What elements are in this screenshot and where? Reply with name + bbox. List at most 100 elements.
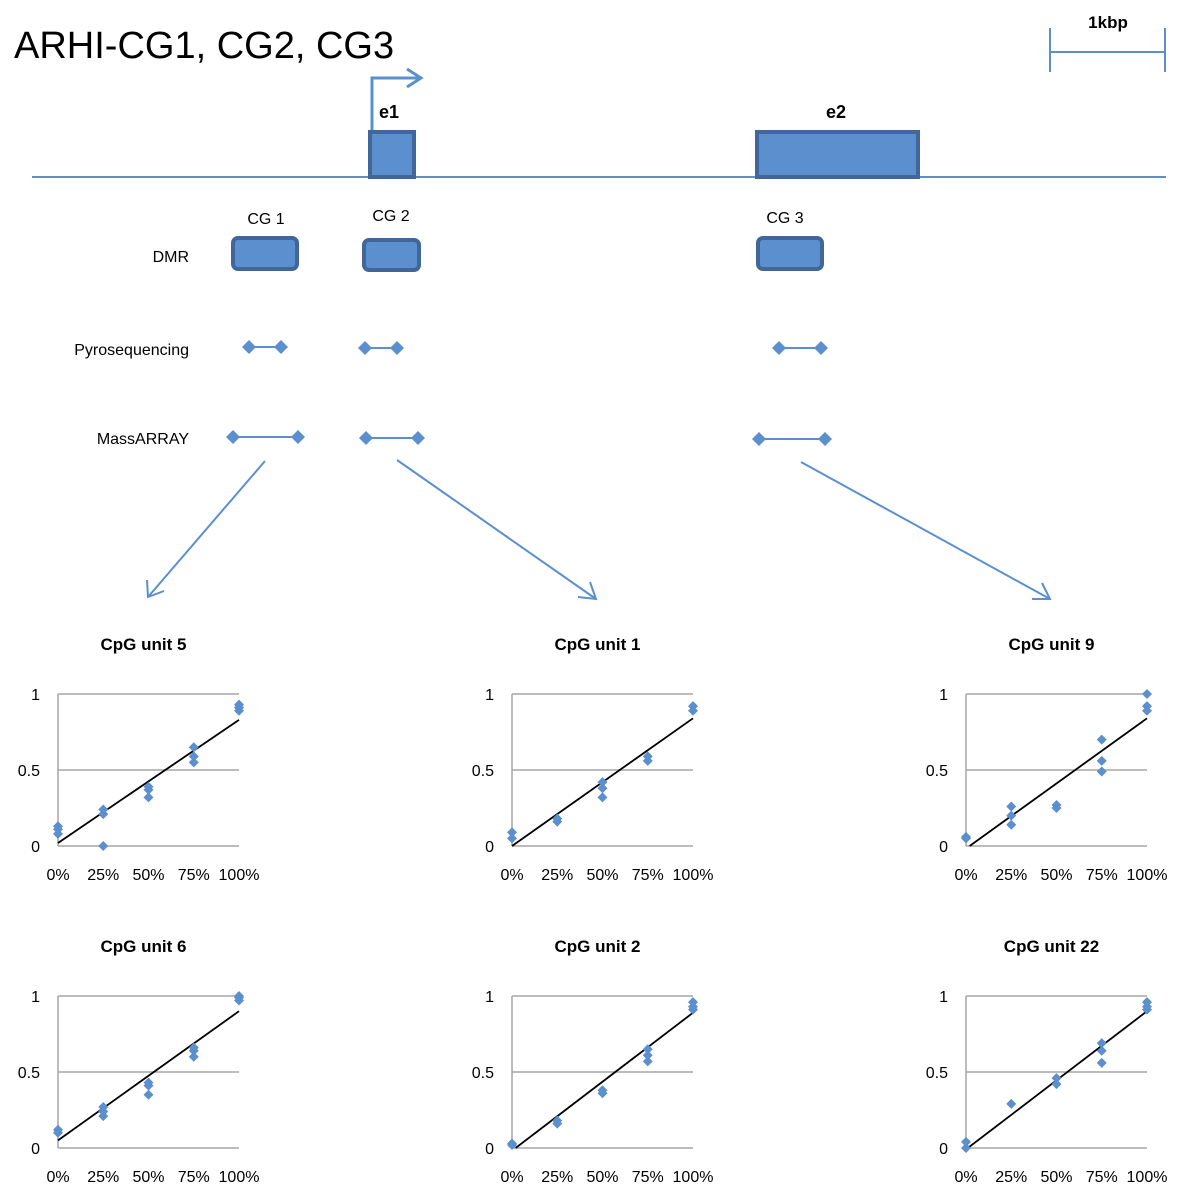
y-tick-label: 0.5 [18, 763, 40, 780]
data-point [1096, 766, 1107, 777]
data-point [98, 1101, 109, 1112]
x-tick-label: 0% [500, 867, 523, 884]
chart-3: CpG unit 9 0 0.5 1 0% 25% 50% 75% 100% [926, 635, 1168, 884]
y-tick-label: 1 [31, 989, 40, 1006]
chart-title: CpG unit 2 [555, 937, 641, 956]
data-point [188, 742, 199, 753]
x-tick-label: 100% [219, 1169, 260, 1186]
chart-title: CpG unit 1 [555, 635, 641, 654]
exon-e1 [368, 130, 416, 179]
x-tick-label: 25% [541, 867, 573, 884]
region-label-cg3: CG 3 [766, 210, 803, 227]
data-point [507, 833, 517, 844]
data-point [642, 1050, 653, 1061]
data-point [597, 792, 608, 803]
x-tick-label: 100% [219, 867, 260, 884]
data-point [143, 792, 154, 803]
region-label-cg1: CG 1 [247, 211, 284, 228]
data-point [143, 1089, 154, 1100]
x-tick-label: 100% [673, 1169, 714, 1186]
x-tick-label: 25% [541, 1169, 573, 1186]
x-tick-label: 0% [46, 867, 69, 884]
x-tick-label: 0% [500, 1169, 523, 1186]
track-label-pyrosequencing: Pyrosequencing [74, 342, 189, 359]
data-point [961, 1136, 971, 1147]
x-tick-label: 100% [1127, 1169, 1168, 1186]
x-tick-label: 50% [1040, 867, 1072, 884]
data-point [143, 781, 154, 792]
x-tick-label: 75% [178, 1169, 210, 1186]
data-point [507, 827, 517, 838]
x-tick-label: 50% [132, 867, 164, 884]
x-tick-label: 50% [586, 1169, 618, 1186]
data-point [1006, 810, 1017, 821]
chart-1: CpG unit 5 0 0.5 1 0% 25% 50% 75% 100% [18, 635, 260, 884]
data-point [1051, 1079, 1062, 1090]
y-tick-label: 1 [939, 989, 948, 1006]
trend-line [969, 717, 1148, 847]
x-tick-label: 75% [178, 867, 210, 884]
data-point [188, 1042, 199, 1053]
data-point [1142, 997, 1152, 1008]
connector-arrow-cg3 [800, 461, 1052, 600]
data-point [1096, 1045, 1107, 1056]
y-tick-label: 0 [939, 1141, 948, 1158]
chart-title: CpG unit 22 [1004, 937, 1099, 956]
data-point [188, 751, 199, 762]
data-point [1142, 701, 1152, 712]
data-point [98, 804, 109, 815]
y-tick-label: 1 [485, 687, 494, 704]
data-point [98, 841, 109, 851]
y-tick-label: 1 [485, 989, 494, 1006]
data-point [642, 1044, 653, 1055]
chart-4: CpG unit 6 0 0.5 1 0% 25% 50% 75% 100% [18, 937, 260, 1186]
x-tick-label: 50% [132, 1169, 164, 1186]
data-point [188, 1051, 199, 1062]
dmr-box-cg1 [231, 236, 299, 271]
data-point [1096, 1038, 1107, 1049]
connector-arrow-cg2 [396, 459, 598, 601]
chart-title: CpG unit 6 [101, 937, 187, 956]
y-tick-label: 0.5 [472, 1065, 494, 1082]
data-point [552, 813, 563, 824]
x-tick-label: 50% [1040, 1169, 1072, 1186]
data-point [1051, 799, 1062, 810]
pyro-amplicon-cg1 [242, 340, 288, 354]
data-point [1142, 689, 1152, 699]
x-tick-label: 100% [673, 867, 714, 884]
data-point [642, 751, 653, 762]
scale-bar: 1kbp [1049, 13, 1166, 72]
chart-title: CpG unit 5 [101, 635, 187, 654]
y-tick-label: 1 [31, 687, 40, 704]
x-tick-label: 0% [46, 1169, 69, 1186]
data-point [1006, 819, 1017, 830]
data-point [1006, 1098, 1017, 1109]
x-tick-label: 25% [995, 1169, 1027, 1186]
data-point [597, 783, 608, 794]
trend-line [57, 1010, 240, 1142]
data-point [597, 777, 608, 788]
massarray-amplicon-cg2 [359, 431, 425, 445]
data-point [53, 821, 63, 832]
data-point [507, 1138, 517, 1149]
y-tick-label: 0 [485, 1141, 494, 1158]
data-point [1096, 1057, 1107, 1068]
trend-line [57, 719, 240, 844]
x-tick-label: 100% [1127, 867, 1168, 884]
dmr-box-cg2 [362, 238, 421, 272]
scale-bar-label: 1kbp [1088, 13, 1128, 32]
data-point [688, 997, 698, 1008]
y-tick-label: 0 [939, 839, 948, 856]
trend-line [515, 1012, 694, 1149]
y-tick-label: 0.5 [18, 1065, 40, 1082]
tss-arrow-icon [370, 67, 424, 132]
calibration-charts: CpG unit 500.510% 25% 50% 75% 100%CpG unit 1… [18, 635, 1168, 1186]
data-point [688, 701, 698, 712]
data-point [597, 1085, 608, 1096]
data-point [552, 1115, 563, 1126]
x-tick-label: 0% [954, 867, 977, 884]
massarray-amplicon-cg1 [226, 430, 305, 444]
data-point [961, 1143, 971, 1153]
x-tick-label: 75% [632, 867, 664, 884]
track-label-massarray: MassARRAY [97, 431, 189, 448]
